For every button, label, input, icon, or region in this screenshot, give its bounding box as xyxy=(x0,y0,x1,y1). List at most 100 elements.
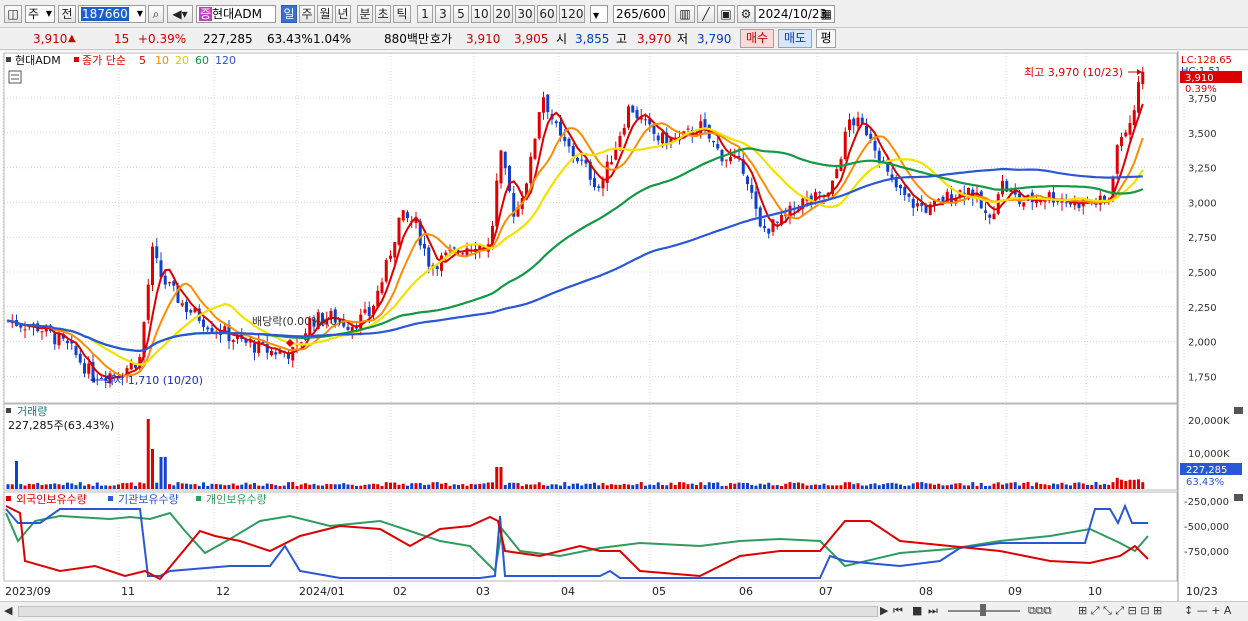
stock-code-input[interactable]: 187660 ▼ xyxy=(78,5,146,23)
candle-body xyxy=(622,127,626,135)
volume-bar xyxy=(321,485,324,489)
price-axis-tick: 2,000 xyxy=(1188,338,1217,349)
tab-day[interactable]: 일 xyxy=(281,5,297,23)
zoom-slider-handle[interactable] xyxy=(980,604,986,616)
volume-bar xyxy=(206,485,210,489)
horizontal-scrollbar[interactable] xyxy=(18,606,878,617)
x-axis-label: 2023/09 xyxy=(5,585,51,598)
volume-bar xyxy=(967,485,970,489)
tab-minute[interactable]: 분 xyxy=(357,5,373,23)
tab-tick[interactable]: 틱 xyxy=(393,5,411,23)
candle-body xyxy=(355,326,358,329)
volume-value: 227,285 xyxy=(203,32,253,46)
prev-button[interactable]: 전 xyxy=(58,5,76,23)
volume-bar xyxy=(520,485,524,489)
volume-bar xyxy=(686,484,690,489)
volume-bar xyxy=(1124,481,1128,489)
volume-bar xyxy=(597,485,601,489)
volume-bar xyxy=(287,482,290,489)
candle-body xyxy=(669,137,673,143)
candle-body xyxy=(231,340,235,343)
draw-tool-icon[interactable]: ╱ xyxy=(697,5,715,23)
date-field[interactable]: 2024/10/23 ▦ xyxy=(755,5,835,23)
scroll-right-icon[interactable]: ▶ xyxy=(880,604,889,617)
volume-title: 거래량 xyxy=(17,405,47,418)
stop-icon[interactable]: ■ xyxy=(912,604,923,617)
zoom-controls[interactable]: ↕ — + A xyxy=(1184,604,1232,617)
volume-bar xyxy=(151,449,154,489)
stock-chart[interactable]: 현대ADM 종가 단순 5 10 20 60 120 최고 3,970 (10/… xyxy=(0,51,1248,601)
table-toggle-icon[interactable] xyxy=(8,70,22,84)
scroll-left-icon[interactable]: ◀ xyxy=(4,604,13,617)
volume-bar xyxy=(95,482,99,489)
x-axis-label: 04 xyxy=(561,585,575,598)
volume-bar xyxy=(1064,484,1068,489)
layout-icon[interactable]: ⧉⧉⧉ xyxy=(1028,604,1052,617)
tab-second[interactable]: 초 xyxy=(375,5,391,23)
high-label: 고 xyxy=(616,32,628,46)
interval-60[interactable]: 60 xyxy=(537,5,557,23)
volume-bar xyxy=(1039,483,1043,489)
interval-1[interactable]: 1 xyxy=(417,5,433,23)
eval-button[interactable]: 평 xyxy=(816,29,836,48)
volume-bar xyxy=(665,485,669,489)
count-field[interactable]: 265/600 xyxy=(613,5,669,23)
interval-3[interactable]: 3 xyxy=(435,5,451,23)
interval-dropdown[interactable]: ▼ xyxy=(590,5,608,23)
low-marker: 최저 1,710 (10/20) xyxy=(104,374,203,387)
volume-bar xyxy=(202,482,205,489)
candle-body xyxy=(635,109,639,119)
candle-body xyxy=(537,112,541,139)
candle-body xyxy=(571,146,575,156)
candle-body xyxy=(860,117,864,124)
volume-bar xyxy=(869,483,873,489)
candle-body xyxy=(588,161,592,180)
candle-body xyxy=(1115,145,1119,174)
save-icon[interactable]: ▣ xyxy=(717,5,735,23)
candle-body xyxy=(1111,176,1115,198)
interval-120[interactable]: 120 xyxy=(559,5,585,23)
volume-bar xyxy=(393,482,397,489)
tab-week[interactable]: 주 xyxy=(299,5,315,23)
candle-body xyxy=(877,150,881,163)
candle-body xyxy=(1120,137,1123,146)
buy-button[interactable]: 매수 xyxy=(740,29,774,48)
tab-year[interactable]: 년 xyxy=(335,5,351,23)
window-icon[interactable]: ◫ xyxy=(4,5,22,23)
trade-amount: 880백만 xyxy=(384,32,429,46)
price-axis-tick: 1,750 xyxy=(1188,372,1217,383)
interval-20[interactable]: 20 xyxy=(493,5,513,23)
volume-bar xyxy=(1047,485,1051,489)
speaker-icon[interactable]: ◀▾ xyxy=(167,5,193,23)
price-tag: 3,910 xyxy=(1185,73,1214,84)
ask-price: 3,910 xyxy=(466,32,501,46)
volume-bar xyxy=(682,482,686,489)
gear-icon[interactable]: ⚙ xyxy=(737,5,755,23)
period-select[interactable]: 주 ▼ xyxy=(25,5,55,23)
ma-line-20 xyxy=(7,127,1144,366)
candle-body xyxy=(74,346,78,355)
interval-5[interactable]: 5 xyxy=(453,5,469,23)
volume-bar xyxy=(826,485,830,489)
sell-button[interactable]: 매도 xyxy=(778,29,812,48)
stock-name-field[interactable]: 증현대ADM xyxy=(196,5,276,23)
up-arrow-icon: ▲ xyxy=(68,33,76,44)
first-page-icon[interactable]: ⏮ xyxy=(893,604,903,617)
holdings-panel-close-icon[interactable] xyxy=(1234,494,1243,501)
last-page-icon[interactable]: ⏭ xyxy=(928,604,938,617)
volume-panel-close-icon[interactable] xyxy=(1234,407,1243,414)
volume-bar xyxy=(907,485,911,489)
candle-body xyxy=(440,255,443,271)
tool-icons[interactable]: ⊞ ⤢ ⤡ ⤢ ⊟ ⊡ ⊞ xyxy=(1078,604,1163,617)
chevron-down-icon: ▼ xyxy=(593,11,600,20)
volume-bar xyxy=(1043,484,1047,489)
candle-type-icon[interactable]: ▥ xyxy=(675,5,695,23)
candle-body xyxy=(482,245,486,250)
search-icon[interactable]: ⌕ xyxy=(148,5,164,23)
interval-30[interactable]: 30 xyxy=(515,5,535,23)
candle-body xyxy=(338,320,341,322)
candle-body xyxy=(1047,192,1051,201)
interval-10[interactable]: 10 xyxy=(471,5,491,23)
volume-bar xyxy=(350,484,354,489)
tab-month[interactable]: 월 xyxy=(317,5,333,23)
